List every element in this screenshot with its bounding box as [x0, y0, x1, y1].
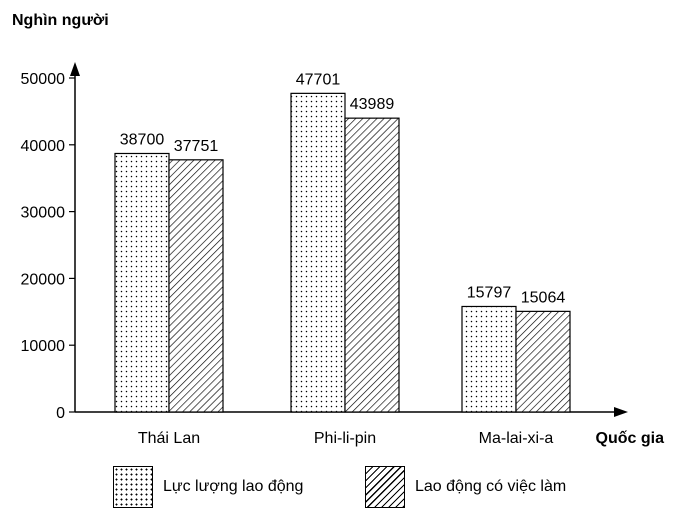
data-label: 43989 [350, 96, 395, 113]
legend-item-series-2: Lao động có việc làm [365, 466, 566, 508]
bar-employed-1 [344, 117, 400, 413]
y-tick-label: 0 [56, 405, 65, 422]
data-label: 47701 [296, 71, 341, 88]
bar-employed-0 [168, 159, 224, 413]
data-label: 15064 [521, 289, 566, 306]
legend-label: Lực lượng lao động [163, 478, 304, 495]
y-tick-label: 40000 [21, 138, 66, 155]
legend: Lực lượng lao động Lao động có việc làm [113, 466, 613, 516]
bar-employed-2 [515, 310, 571, 413]
bar-labor-force-0 [114, 152, 170, 413]
legend-swatch-dots [113, 466, 153, 508]
legend-item-series-1: Lực lượng lao động [113, 466, 303, 508]
x-tick-label: Thái Lan [138, 430, 200, 447]
legend-swatch-hatch [365, 466, 405, 508]
bar-labor-force-2 [461, 305, 517, 413]
y-tick-label: 50000 [21, 71, 66, 88]
data-label: 15797 [467, 284, 512, 301]
legend-label: Lao động có việc làm [415, 478, 567, 495]
data-label: 37751 [174, 138, 219, 155]
data-label: 38700 [120, 131, 165, 148]
y-tick-label: 30000 [21, 205, 66, 222]
x-axis-title: Quốc gia [596, 430, 665, 447]
x-tick-label: Phi-li-pin [314, 430, 376, 447]
bar-labor-force-1 [290, 92, 346, 413]
y-tick-label: 10000 [21, 338, 66, 355]
y-tick-label: 20000 [21, 271, 66, 288]
y-axis-title: Nghìn người [12, 12, 109, 29]
x-tick-label: Ma-lai-xi-a [479, 430, 554, 447]
y-axis-arrow [70, 62, 80, 76]
x-axis-arrow [614, 407, 628, 417]
